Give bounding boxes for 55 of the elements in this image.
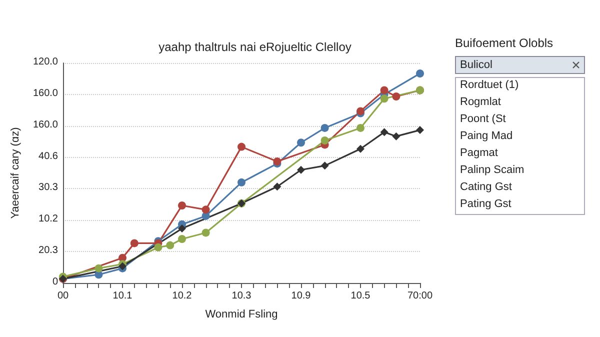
point — [130, 239, 138, 248]
point — [416, 126, 424, 134]
point — [416, 69, 424, 78]
point — [380, 94, 388, 103]
point — [202, 228, 210, 237]
point — [320, 124, 329, 132]
point — [392, 132, 400, 140]
point — [273, 157, 282, 166]
y-axis-title: Yaeercaif cary (ɑz) — [10, 127, 22, 219]
x-tick-label: 00 — [57, 290, 69, 302]
text: Pating Gst — [459, 197, 512, 212]
text: Rordtuet (1) — [459, 78, 520, 93]
x-tick-label: 10.3 — [232, 290, 252, 302]
text: 120.0 — [32, 56, 58, 68]
text: Cating Gst — [459, 180, 513, 195]
x-tick-label: 10.1 — [112, 290, 133, 302]
text: Palinp Scaim — [459, 163, 526, 178]
point — [356, 124, 364, 132]
point — [392, 92, 400, 101]
point — [238, 178, 246, 186]
text: Paing Mad — [459, 129, 514, 144]
text: 40.6 — [38, 150, 58, 162]
text: Buifoement Olobls — [455, 36, 554, 50]
text: 160.0 — [32, 88, 58, 99]
text: Poont (St — [459, 112, 507, 127]
point — [380, 86, 388, 94]
text: Rogmlat — [459, 95, 502, 110]
point — [178, 201, 186, 210]
point — [356, 144, 364, 153]
point — [297, 166, 305, 174]
text: 160.0 — [32, 119, 58, 130]
point — [154, 243, 162, 252]
point — [380, 128, 388, 136]
point — [178, 224, 186, 233]
chart-title: yaahp thaltruls nai eRojueltic Clelloy — [158, 40, 352, 54]
text: 0 — [52, 276, 58, 288]
point — [166, 241, 174, 250]
x-tick-label: 70:00 — [407, 290, 433, 302]
point — [320, 136, 329, 145]
text: Pagmat — [459, 146, 499, 161]
text: 10.2 — [38, 214, 58, 225]
point — [238, 142, 246, 151]
text: Bulicol — [460, 59, 492, 71]
x-tick-label: 10.2 — [172, 290, 192, 302]
text: 30.3 — [38, 182, 58, 194]
point — [273, 182, 282, 191]
x-tick-label: 10.9 — [291, 290, 312, 302]
x-tick-label: 10.5 — [350, 290, 371, 302]
point — [202, 206, 210, 214]
text: 20.3 — [38, 245, 58, 256]
x-axis-title: Wonmid Fsling — [205, 308, 278, 320]
point — [94, 264, 103, 272]
point — [178, 235, 186, 243]
point — [320, 162, 329, 170]
point — [297, 138, 305, 147]
